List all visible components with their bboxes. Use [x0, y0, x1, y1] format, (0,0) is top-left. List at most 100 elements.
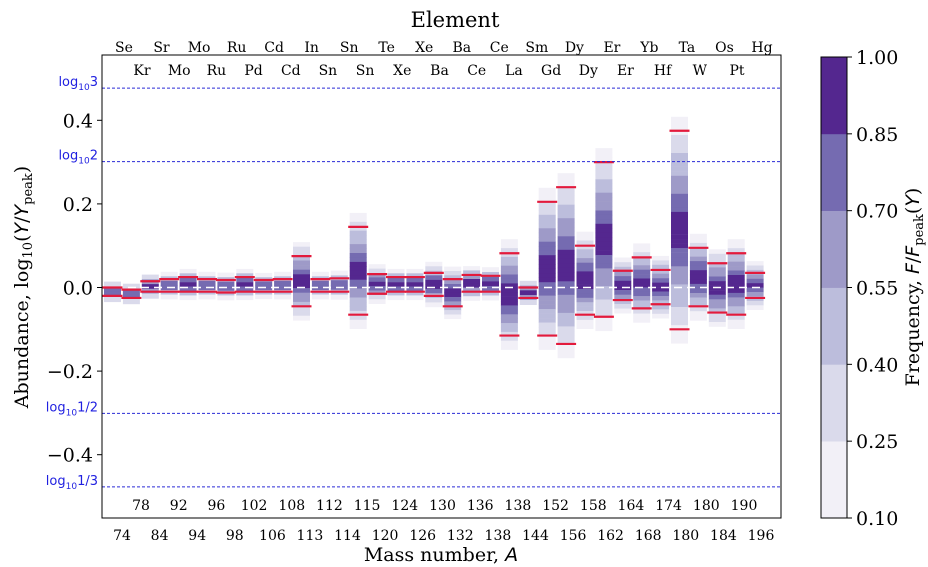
heatmap-cell [671, 293, 688, 299]
heatmap-cell [576, 289, 594, 294]
heatmap-cell [614, 299, 632, 305]
heatmap-cell [576, 293, 594, 299]
mass-number-label-inner: 158 [580, 498, 607, 514]
heatmap-cell [557, 258, 575, 264]
heatmap-cell [671, 116, 688, 122]
heatmap-cell [349, 261, 367, 267]
colorbar-band [821, 57, 847, 135]
heatmap-cell [671, 243, 688, 249]
heatmap-cell [349, 226, 367, 231]
heatmap-cell [671, 125, 688, 131]
element-label-top: Mo [188, 40, 211, 56]
element-label-second: Sn [319, 63, 338, 79]
heatmap-cell [576, 262, 594, 268]
heatmap-cell [444, 297, 462, 302]
heatmap-cell [538, 300, 556, 305]
heatmap-cell [727, 292, 745, 298]
heatmap-cell [538, 322, 556, 328]
heatmap-cell [652, 264, 670, 270]
heatmap-cell [671, 338, 688, 344]
heatmap-cell [557, 308, 575, 314]
y-tick-label: −0.2 [47, 361, 93, 383]
heatmap-cell [727, 288, 745, 294]
heatmap-cell [557, 173, 575, 178]
heatmap-cell [595, 157, 613, 162]
heatmap-cell [293, 269, 310, 275]
heatmap-cell [557, 182, 575, 187]
heatmap-cell [349, 235, 367, 240]
heatmap-cell [708, 249, 726, 255]
mass-number-label-inner: 136 [467, 498, 494, 514]
heatmap-cell [255, 294, 273, 300]
heatmap-cell [349, 293, 367, 298]
heatmap-cell [349, 324, 367, 329]
heatmap-cell [463, 287, 481, 293]
element-label-top: Te [378, 40, 395, 56]
heatmap-cell [236, 282, 254, 287]
heatmap-cell [689, 297, 707, 303]
mass-number-label-bottom: 180 [672, 528, 699, 544]
heatmap-cell [727, 266, 745, 271]
heatmap-cell [349, 275, 367, 280]
heatmap-cell [614, 304, 632, 309]
element-label-second: Ba [430, 63, 449, 79]
element-label-second: Pt [729, 63, 744, 79]
heatmap-cell [538, 282, 556, 287]
heatmap-cell [727, 283, 745, 289]
heatmap-cell [557, 299, 575, 305]
heatmap-cell [746, 278, 764, 284]
colorbar-band [821, 133, 847, 211]
mass-number-label-inner: 112 [316, 498, 343, 514]
heatmap-cell [538, 210, 556, 216]
heatmap-cell [576, 297, 594, 303]
heatmap-cell [557, 339, 575, 345]
heatmap-cell [444, 288, 462, 293]
mass-number-label-bottom: 138 [485, 528, 512, 544]
mass-number-label-bottom: 126 [409, 528, 436, 544]
heatmap-cell [576, 236, 594, 241]
element-label-second: Ru [207, 63, 227, 79]
mass-number-label-bottom: 114 [334, 528, 361, 544]
heatmap-cell [595, 219, 613, 225]
heatmap-cell [633, 282, 651, 288]
heatmap-cell [179, 277, 197, 283]
heatmap-cell [746, 287, 764, 293]
heatmap-cell [652, 313, 670, 319]
heatmap-cell [671, 221, 688, 226]
heatmap-cell [519, 299, 537, 305]
heatmap-cell [217, 286, 235, 292]
heatmap-cell [689, 279, 707, 285]
heatmap-cell [746, 283, 764, 288]
mass-number-label-bottom: 113 [297, 528, 324, 544]
heatmap-cell [633, 243, 651, 249]
heatmap-cell [538, 309, 556, 314]
heatmap-cell [406, 277, 424, 283]
heatmap-cell [538, 237, 556, 242]
mass-number-label-inner: 130 [429, 498, 456, 514]
heatmap-cell [652, 300, 670, 306]
heatmap-cell [557, 303, 575, 309]
heatmap-cell [349, 270, 367, 276]
heatmap-cell [652, 291, 670, 297]
heatmap-cell [538, 241, 556, 247]
heatmap-cell [671, 166, 688, 172]
heatmap-cell [557, 245, 575, 251]
heatmap-cell [500, 252, 518, 258]
heatmap-cell [671, 225, 688, 231]
heatmap-cell [557, 272, 575, 278]
heatmap-cell [368, 268, 386, 274]
heatmap-cell [444, 266, 462, 272]
colorbar-band [821, 210, 847, 288]
heatmap-cell [727, 270, 745, 276]
heatmap-cell [538, 277, 556, 283]
heatmap-cell [671, 153, 688, 158]
heatmap-cell [557, 209, 575, 214]
heatmap-cell [595, 183, 613, 189]
mass-number-label-bottom: 144 [522, 528, 549, 544]
colorbar-tick-label: 1.00 [856, 47, 898, 69]
heatmap-cell [293, 288, 310, 293]
heatmap-cell [652, 255, 670, 261]
reference-line-label: log103 [58, 75, 98, 93]
heatmap-cell [595, 223, 613, 229]
